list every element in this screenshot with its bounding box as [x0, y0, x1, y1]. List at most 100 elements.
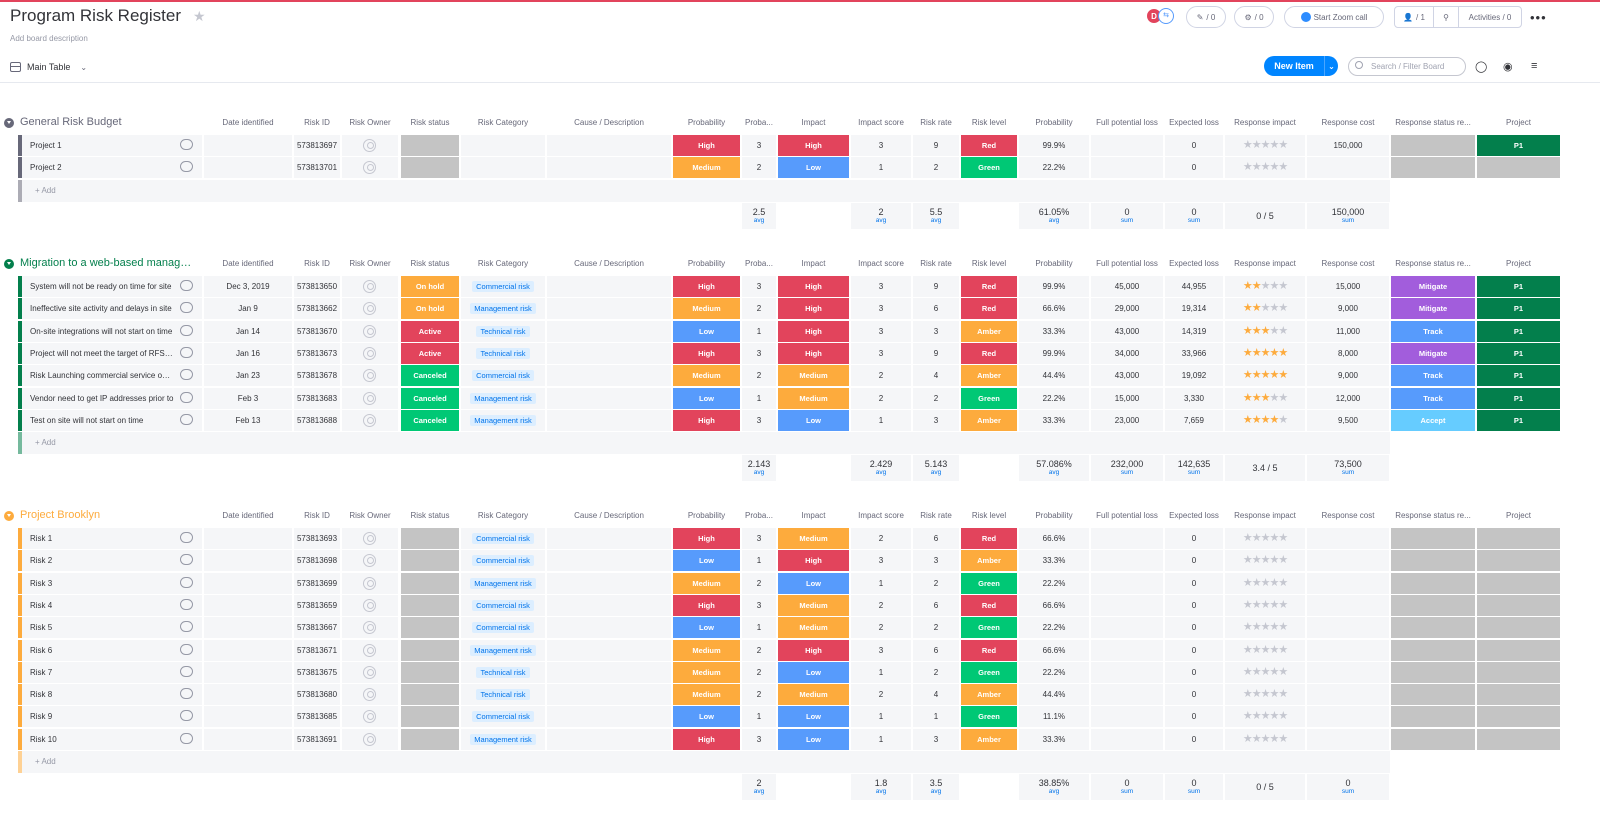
- cell-prob_pct[interactable]: 33.3%: [1019, 550, 1089, 572]
- star-icon[interactable]: ★: [1251, 554, 1262, 567]
- cell-rate[interactable]: 3: [913, 409, 959, 431]
- cell-id[interactable]: 573813685: [294, 706, 340, 728]
- cell-owner[interactable]: [342, 728, 398, 750]
- cell-status[interactable]: [401, 594, 459, 616]
- cell-impact[interactable]: Low: [778, 572, 849, 594]
- table-row[interactable]: Risk Launching commercial service on tim…: [18, 365, 1560, 387]
- cell-resp_status[interactable]: Mitigate: [1391, 276, 1475, 297]
- summary-impact_score[interactable]: 2.429 avg: [851, 455, 911, 482]
- cell-full_loss[interactable]: 23,000: [1091, 409, 1163, 431]
- cell-owner[interactable]: [342, 298, 398, 320]
- cell-resp_impact[interactable]: ★★★★★: [1225, 528, 1305, 549]
- cell-owner[interactable]: [342, 276, 398, 297]
- column-header[interactable]: Risk rate: [920, 259, 952, 268]
- person-icon[interactable]: [363, 621, 376, 635]
- cell-full_loss[interactable]: [1091, 135, 1163, 156]
- star-icon[interactable]: ★: [1269, 369, 1279, 382]
- star-icon[interactable]: ★: [1269, 576, 1279, 589]
- star-icon[interactable]: ★: [1251, 532, 1262, 544]
- star-icon[interactable]: ★: [1242, 532, 1253, 544]
- cell-level[interactable]: Amber: [961, 409, 1017, 431]
- cell-level[interactable]: Amber: [961, 365, 1017, 387]
- collapse-group-icon[interactable]: [4, 511, 14, 521]
- star-icon[interactable]: ★: [1278, 732, 1288, 745]
- cell-impact_score[interactable]: 1: [851, 572, 911, 594]
- column-header[interactable]: Full potential loss: [1096, 511, 1158, 520]
- cell-name[interactable]: Project 2: [18, 157, 202, 179]
- cell-category[interactable]: Management risk: [461, 728, 545, 750]
- cell-cause[interactable]: [547, 342, 671, 364]
- cell-date[interactable]: [204, 706, 292, 728]
- cell-owner[interactable]: [342, 661, 398, 683]
- rating-stars[interactable]: ★★★★★: [1243, 666, 1288, 678]
- cell-cost[interactable]: [1307, 617, 1389, 639]
- rating-stars[interactable]: ★★★★★: [1242, 532, 1288, 544]
- table-row[interactable]: Risk 9 573813685 Commercial risk Low 1 Low 1 1 G…: [18, 706, 1560, 728]
- cell-prob_pct[interactable]: 99.9%: [1019, 342, 1089, 364]
- cell-impact_score[interactable]: 1: [851, 409, 911, 431]
- cell-date[interactable]: [204, 135, 292, 156]
- cell-rate[interactable]: 2: [913, 387, 959, 409]
- cell-prob_n[interactable]: 1: [742, 387, 776, 409]
- cell-level[interactable]: Red: [961, 639, 1017, 661]
- star-icon[interactable]: ★: [1242, 554, 1253, 567]
- cell-resp_impact[interactable]: ★★★★★: [1225, 572, 1305, 594]
- cell-name[interactable]: Risk 8: [18, 684, 202, 706]
- cell-exp_loss[interactable]: 0: [1165, 728, 1223, 750]
- cell-project[interactable]: [1477, 550, 1560, 572]
- cell-prob_pct[interactable]: 22.2%: [1019, 157, 1089, 179]
- cell-date[interactable]: Jan 23: [204, 365, 292, 387]
- cell-name[interactable]: On-site integrations will not start on t…: [18, 320, 202, 342]
- chat-bubble-icon[interactable]: [180, 554, 193, 566]
- cell-impact_score[interactable]: 3: [851, 342, 911, 364]
- cell-cause[interactable]: [547, 684, 671, 706]
- cell-exp_loss[interactable]: 33,966: [1165, 342, 1223, 364]
- table-row[interactable]: Risk 3 573813699 Management risk Medium 2 Low…: [18, 572, 1560, 595]
- cell-rate[interactable]: 2: [913, 661, 959, 683]
- star-icon[interactable]: ★: [1251, 413, 1262, 426]
- cell-impact[interactable]: Low: [778, 157, 849, 179]
- cell-resp_status[interactable]: [1391, 528, 1475, 549]
- rating-stars[interactable]: ★★★★★: [1243, 280, 1288, 292]
- cell-id[interactable]: 573813678: [294, 365, 340, 387]
- cell-id[interactable]: 573813659: [294, 594, 340, 616]
- cell-full_loss[interactable]: [1091, 661, 1163, 683]
- summary-cost[interactable]: 150,000 sum: [1307, 202, 1389, 229]
- cell-status[interactable]: Canceled: [401, 365, 459, 387]
- cell-category[interactable]: Commercial risk: [461, 617, 545, 639]
- column-header[interactable]: Risk rate: [920, 511, 952, 520]
- star-icon[interactable]: ★: [1242, 576, 1253, 589]
- column-header[interactable]: Proba...: [744, 118, 773, 127]
- cell-prob_n[interactable]: 3: [742, 276, 776, 297]
- column-header[interactable]: Response impact: [1234, 118, 1296, 127]
- cell-impact_score[interactable]: 1: [851, 706, 911, 728]
- cell-full_loss[interactable]: 15,000: [1091, 387, 1163, 409]
- cell-impact[interactable]: Medium: [778, 528, 849, 549]
- rating-stars[interactable]: ★★★★★: [1243, 598, 1288, 611]
- cell-impact_score[interactable]: 3: [851, 135, 911, 156]
- person-icon[interactable]: [363, 688, 376, 702]
- cell-cause[interactable]: [547, 387, 671, 409]
- cell-prob_n[interactable]: 1: [742, 617, 776, 639]
- cell-prob_n[interactable]: 2: [742, 298, 776, 320]
- cell-category[interactable]: Management risk: [461, 387, 545, 409]
- star-icon[interactable]: ★: [1269, 554, 1279, 567]
- chat-bubble-icon[interactable]: [180, 688, 193, 700]
- cell-cost[interactable]: [1307, 706, 1389, 728]
- summary-prob_pct[interactable]: 61.05% avg: [1019, 202, 1089, 229]
- table-row[interactable]: Project will not meet the target of RFS …: [18, 342, 1560, 365]
- cell-category[interactable]: [461, 157, 545, 179]
- cell-exp_loss[interactable]: 0: [1165, 684, 1223, 706]
- column-header[interactable]: Date identified: [222, 118, 274, 127]
- column-header[interactable]: Probability: [1035, 259, 1073, 268]
- cell-resp_impact[interactable]: ★★★★★: [1225, 661, 1305, 683]
- star-icon[interactable]: ★: [1251, 598, 1262, 611]
- summary-cost[interactable]: 0 sum: [1307, 774, 1389, 800]
- column-header[interactable]: Response status re...: [1395, 511, 1471, 520]
- chat-bubble-icon[interactable]: [180, 346, 193, 358]
- cell-prob[interactable]: Medium: [673, 684, 740, 706]
- cell-name[interactable]: Ineffective site activity and delays in …: [18, 298, 202, 320]
- cell-level[interactable]: Green: [961, 157, 1017, 179]
- rating-stars[interactable]: ★★★★★: [1243, 644, 1288, 656]
- summary-full_loss[interactable]: 232,000 sum: [1091, 455, 1163, 482]
